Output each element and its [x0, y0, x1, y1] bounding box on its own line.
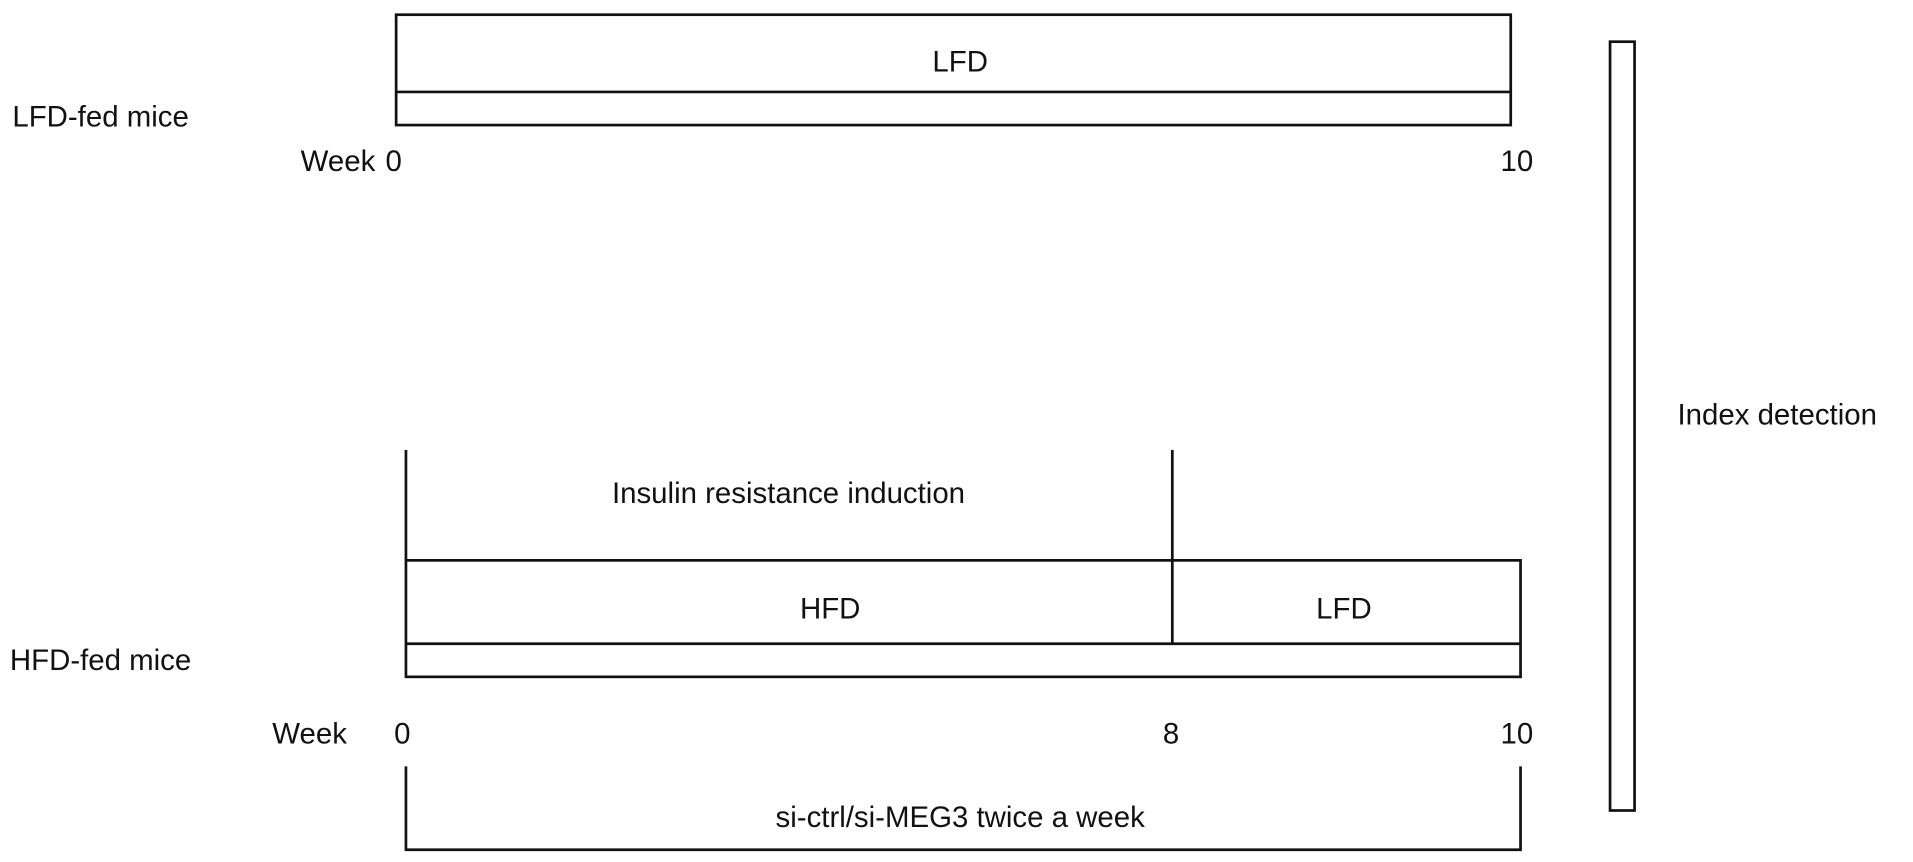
endpoint-label: Index detection: [1677, 399, 1876, 432]
segment-label: LFD: [1316, 592, 1372, 625]
week-tick: 10: [1501, 717, 1534, 750]
treatment-label: si-ctrl/si-MEG3 twice a week: [776, 801, 1146, 834]
segment-label: HFD: [800, 592, 860, 625]
group-label: LFD-fed mice: [12, 101, 188, 134]
week-tick: 8: [1163, 717, 1179, 750]
week-label: Week: [272, 717, 347, 750]
lfd-timeline-box: [394, 13, 1513, 127]
treatment-bracket: [404, 766, 1522, 852]
hfd-timeline-box: [404, 559, 1522, 679]
bar-label: LFD: [932, 46, 988, 79]
endpoint-bar: [1608, 40, 1636, 812]
week-tick: 0: [394, 717, 410, 750]
phase-label: Insulin resistance induction: [612, 477, 965, 510]
week-tick: 10: [1501, 145, 1534, 178]
group-label: HFD-fed mice: [10, 644, 191, 677]
week-label: Week: [301, 145, 376, 178]
week-tick: 0: [386, 145, 402, 178]
